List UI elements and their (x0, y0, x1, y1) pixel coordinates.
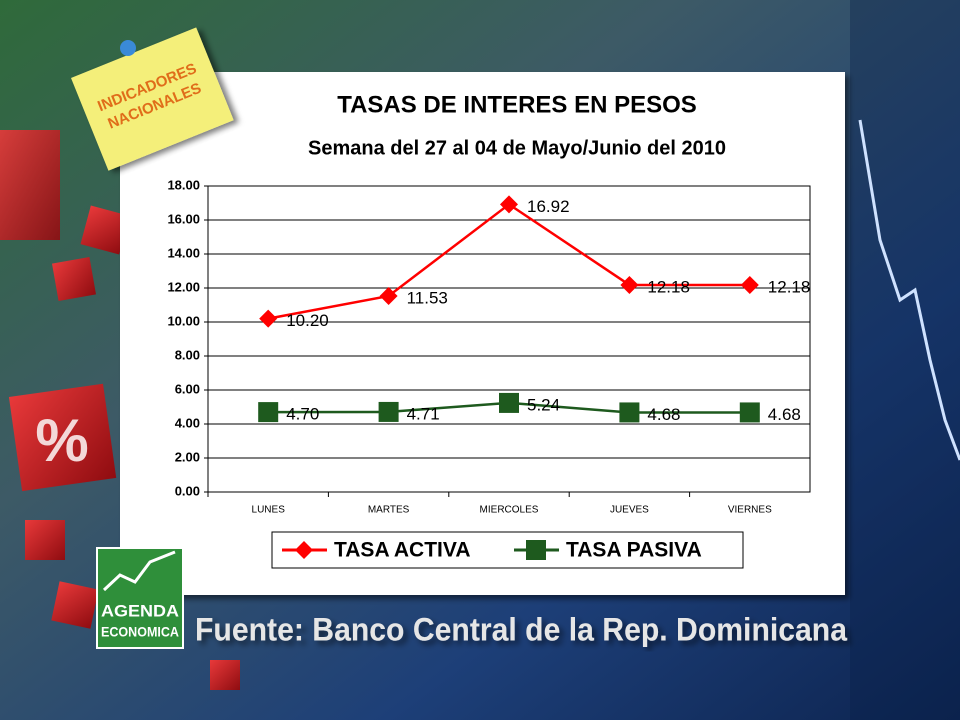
point (739, 402, 760, 423)
chart-title: TASAS DE INTERES EN PESOS (337, 91, 697, 118)
pin (120, 40, 136, 56)
value-label: 4.68 (768, 405, 801, 424)
y-tick-label: 18.00 (167, 177, 200, 192)
logo-text: ECONOMICA (101, 624, 179, 640)
point (259, 309, 278, 328)
sticky-note: INDICADORES NACIONALES (71, 27, 234, 171)
y-tick-label: 14.00 (167, 245, 200, 260)
point (740, 275, 759, 294)
point (619, 402, 640, 423)
y-tick-label: 0.00 (175, 483, 200, 498)
legend-marker (526, 540, 546, 560)
y-tick-label: 2.00 (175, 449, 200, 464)
x-tick-label: JUEVES (610, 505, 649, 516)
value-label: 12.18 (647, 277, 690, 296)
logo: AGENDA ECONOMICA (96, 547, 184, 649)
plot-border (207, 185, 811, 493)
chart-panel (120, 72, 845, 595)
x-tick-label: LUNES (252, 505, 286, 516)
x-tick-label: MIERCOLES (480, 505, 539, 516)
legend-box (271, 531, 744, 569)
chart-subtitle: Semana del 27 al 04 de Mayo/Junio del 20… (308, 137, 726, 159)
value-label: 12.18 (768, 277, 811, 296)
value-label: 4.68 (647, 405, 680, 424)
point (378, 401, 399, 422)
point (499, 392, 519, 413)
legend-label: TASA PASIVA (566, 539, 702, 562)
point (258, 402, 279, 423)
value-label: 5.24 (527, 395, 560, 414)
legend-marker (295, 541, 313, 559)
svg-text:%: % (35, 407, 88, 474)
y-tick-label: 12.00 (167, 279, 200, 294)
y-tick-label: 6.00 (175, 381, 200, 396)
logo-text: AGENDA (101, 601, 179, 620)
point (500, 195, 518, 214)
value-label: 10.20 (286, 311, 329, 330)
value-label: 16.92 (527, 197, 570, 216)
point (620, 275, 639, 294)
source-text: Fuente: Banco Central de la Rep. Dominic… (195, 611, 847, 647)
y-tick-label: 10.00 (167, 313, 200, 328)
chart: 0.00 2.00 4.00 6.00 8.00 10.00 12.00 14.00 16.00… (167, 177, 811, 569)
value-label: 4.70 (286, 405, 319, 424)
y-tick-label: 16.00 (167, 211, 200, 226)
y-tick-label: 4.00 (175, 415, 200, 430)
point (379, 286, 398, 305)
x-tick-label: MARTES (368, 505, 410, 516)
y-tick-label: 8.00 (175, 347, 200, 362)
legend-label: TASA ACTIVA (334, 539, 471, 562)
value-label: 11.53 (407, 288, 448, 307)
value-label: 4.71 (407, 404, 440, 423)
x-tick-label: VIERNES (728, 505, 772, 516)
